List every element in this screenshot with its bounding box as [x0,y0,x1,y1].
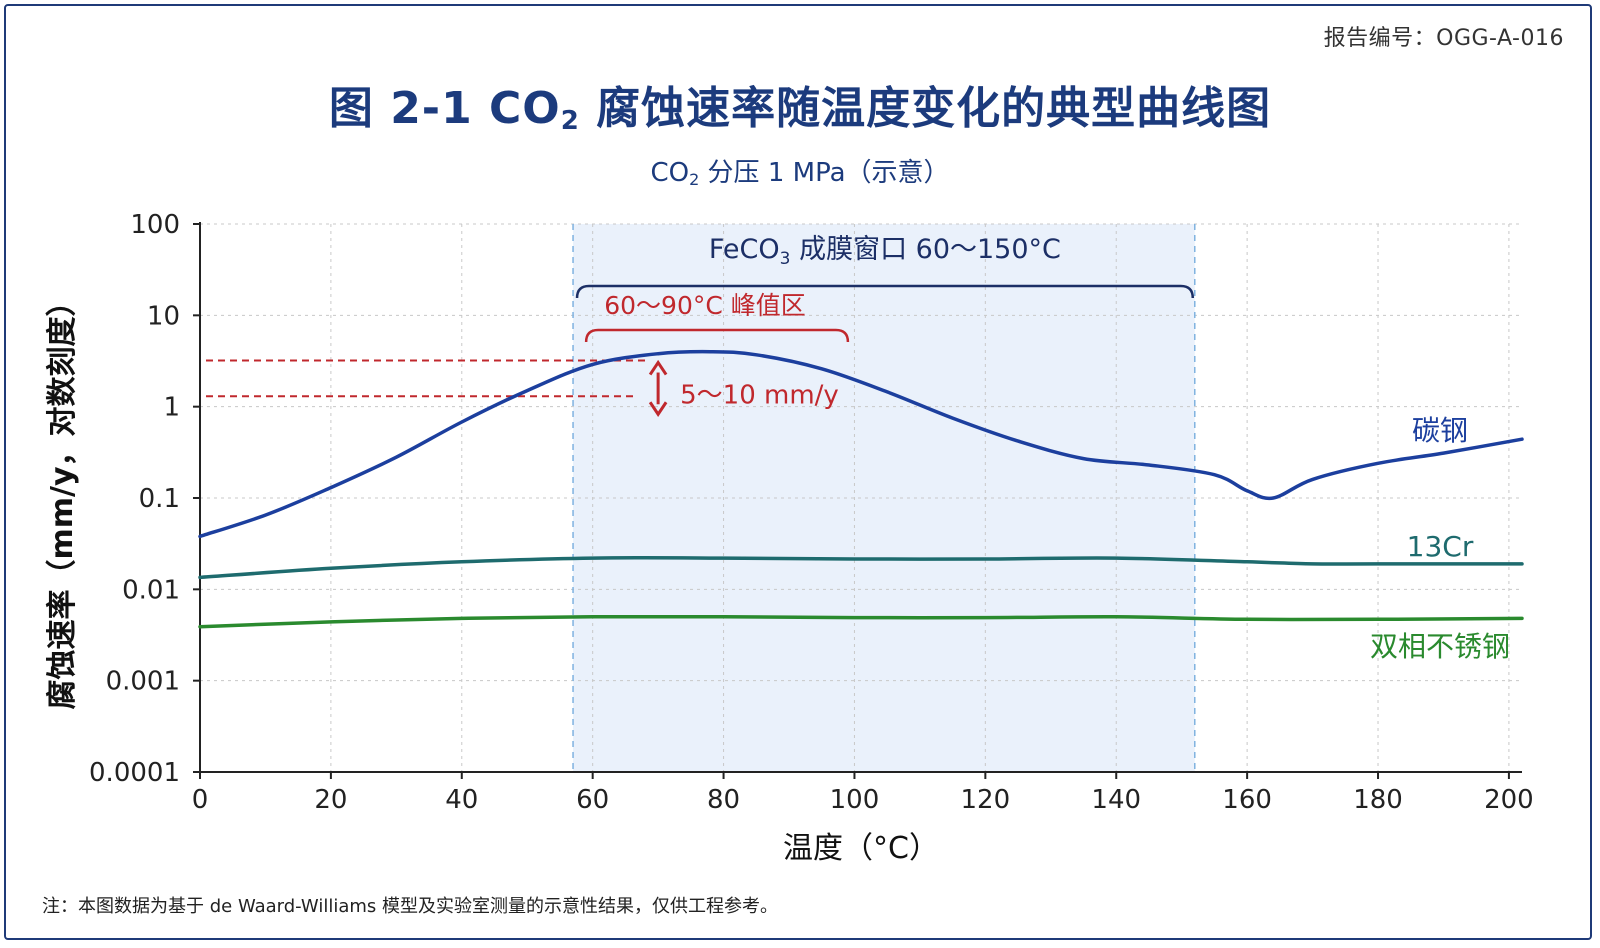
y-tick-label: 0.1 [139,484,180,514]
series-label-2: 双相不锈钢 [1370,630,1510,663]
series-label-1: 13Cr [1407,530,1474,563]
title-prefix: 图 2-1 CO [328,83,561,134]
chart-title: 图 2-1 CO2 腐蚀速率随温度变化的典型曲线图 [0,72,1600,136]
x-tick-label: 20 [314,785,347,815]
y-tick-label: 10 [147,301,180,331]
x-tick-label: 0 [192,785,209,815]
series-lines [198,349,1524,629]
tick-labels: 0 20 40 60 80 100 120 140 160 180 200 0.0001 0.001 0.… [89,210,1534,815]
film-window-label-prefix: FeCO [709,234,780,265]
chart-subtitle: CO2 分压 1 MPa（示意） [0,152,1600,189]
grid [200,223,1522,772]
x-axis-label: 温度（°C） [783,831,939,866]
annotations: FeCO3 成膜窗口 60～150°C 60～90°C 峰值区 5～10 mm/y [206,234,1195,417]
film-window-label: FeCO3 成膜窗口 60～150°C [709,234,1061,269]
y-tick-label: 0.001 [106,667,180,697]
x-tick-label: 80 [707,785,740,815]
y-tick-label: 0.0001 [89,758,180,788]
title-subscript: 2 [560,106,580,136]
x-tick-label: 180 [1353,785,1403,815]
x-tick-label: 60 [576,785,609,815]
x-tick-label: 40 [445,785,478,815]
peak-zone-label: 60～90°C 峰值区 [604,291,806,320]
y-tick-label: 100 [130,210,180,240]
subtitle-subscript: 2 [689,170,700,189]
rate-range-arrow-head-down [648,401,668,417]
x-tick-label: 140 [1091,785,1141,815]
y-tick-label: 1 [163,393,180,423]
film-window-label-suffix: 成膜窗口 60～150°C [790,234,1060,265]
rate-range-label: 5～10 mm/y [680,380,839,410]
y-axis-label: 腐蚀速率（mm/y，对数刻度） [45,286,80,709]
title-suffix: 腐蚀速率随温度变化的典型曲线图 [579,83,1272,134]
x-tick-label: 160 [1222,785,1272,815]
series-line-2 [198,614,1524,629]
subtitle-prefix: CO [650,158,690,188]
x-tick-label: 200 [1484,785,1534,815]
series-line-1 [198,555,1524,580]
subtitle-suffix: 分压 1 MPa（示意） [699,158,950,188]
peak-zone-brace [584,328,850,343]
report-number: 报告编号：OGG-A-016 [1323,26,1564,51]
x-tick-label: 120 [961,785,1011,815]
film-window-brace [575,284,1195,299]
y-tick-label: 0.01 [122,575,180,605]
rate-range-arrow-head-up [648,359,668,376]
series-line-0 [198,349,1524,539]
footnote: 注：本图数据为基于 de Waard-Williams 模型及实验室测量的示意性… [42,896,778,917]
series-label-0: 碳钢 [1412,414,1468,447]
x-tick-label: 100 [830,785,880,815]
film-window-label-subscript: 3 [780,249,791,269]
series-labels: 碳钢 13Cr 双相不锈钢 [1370,414,1510,663]
